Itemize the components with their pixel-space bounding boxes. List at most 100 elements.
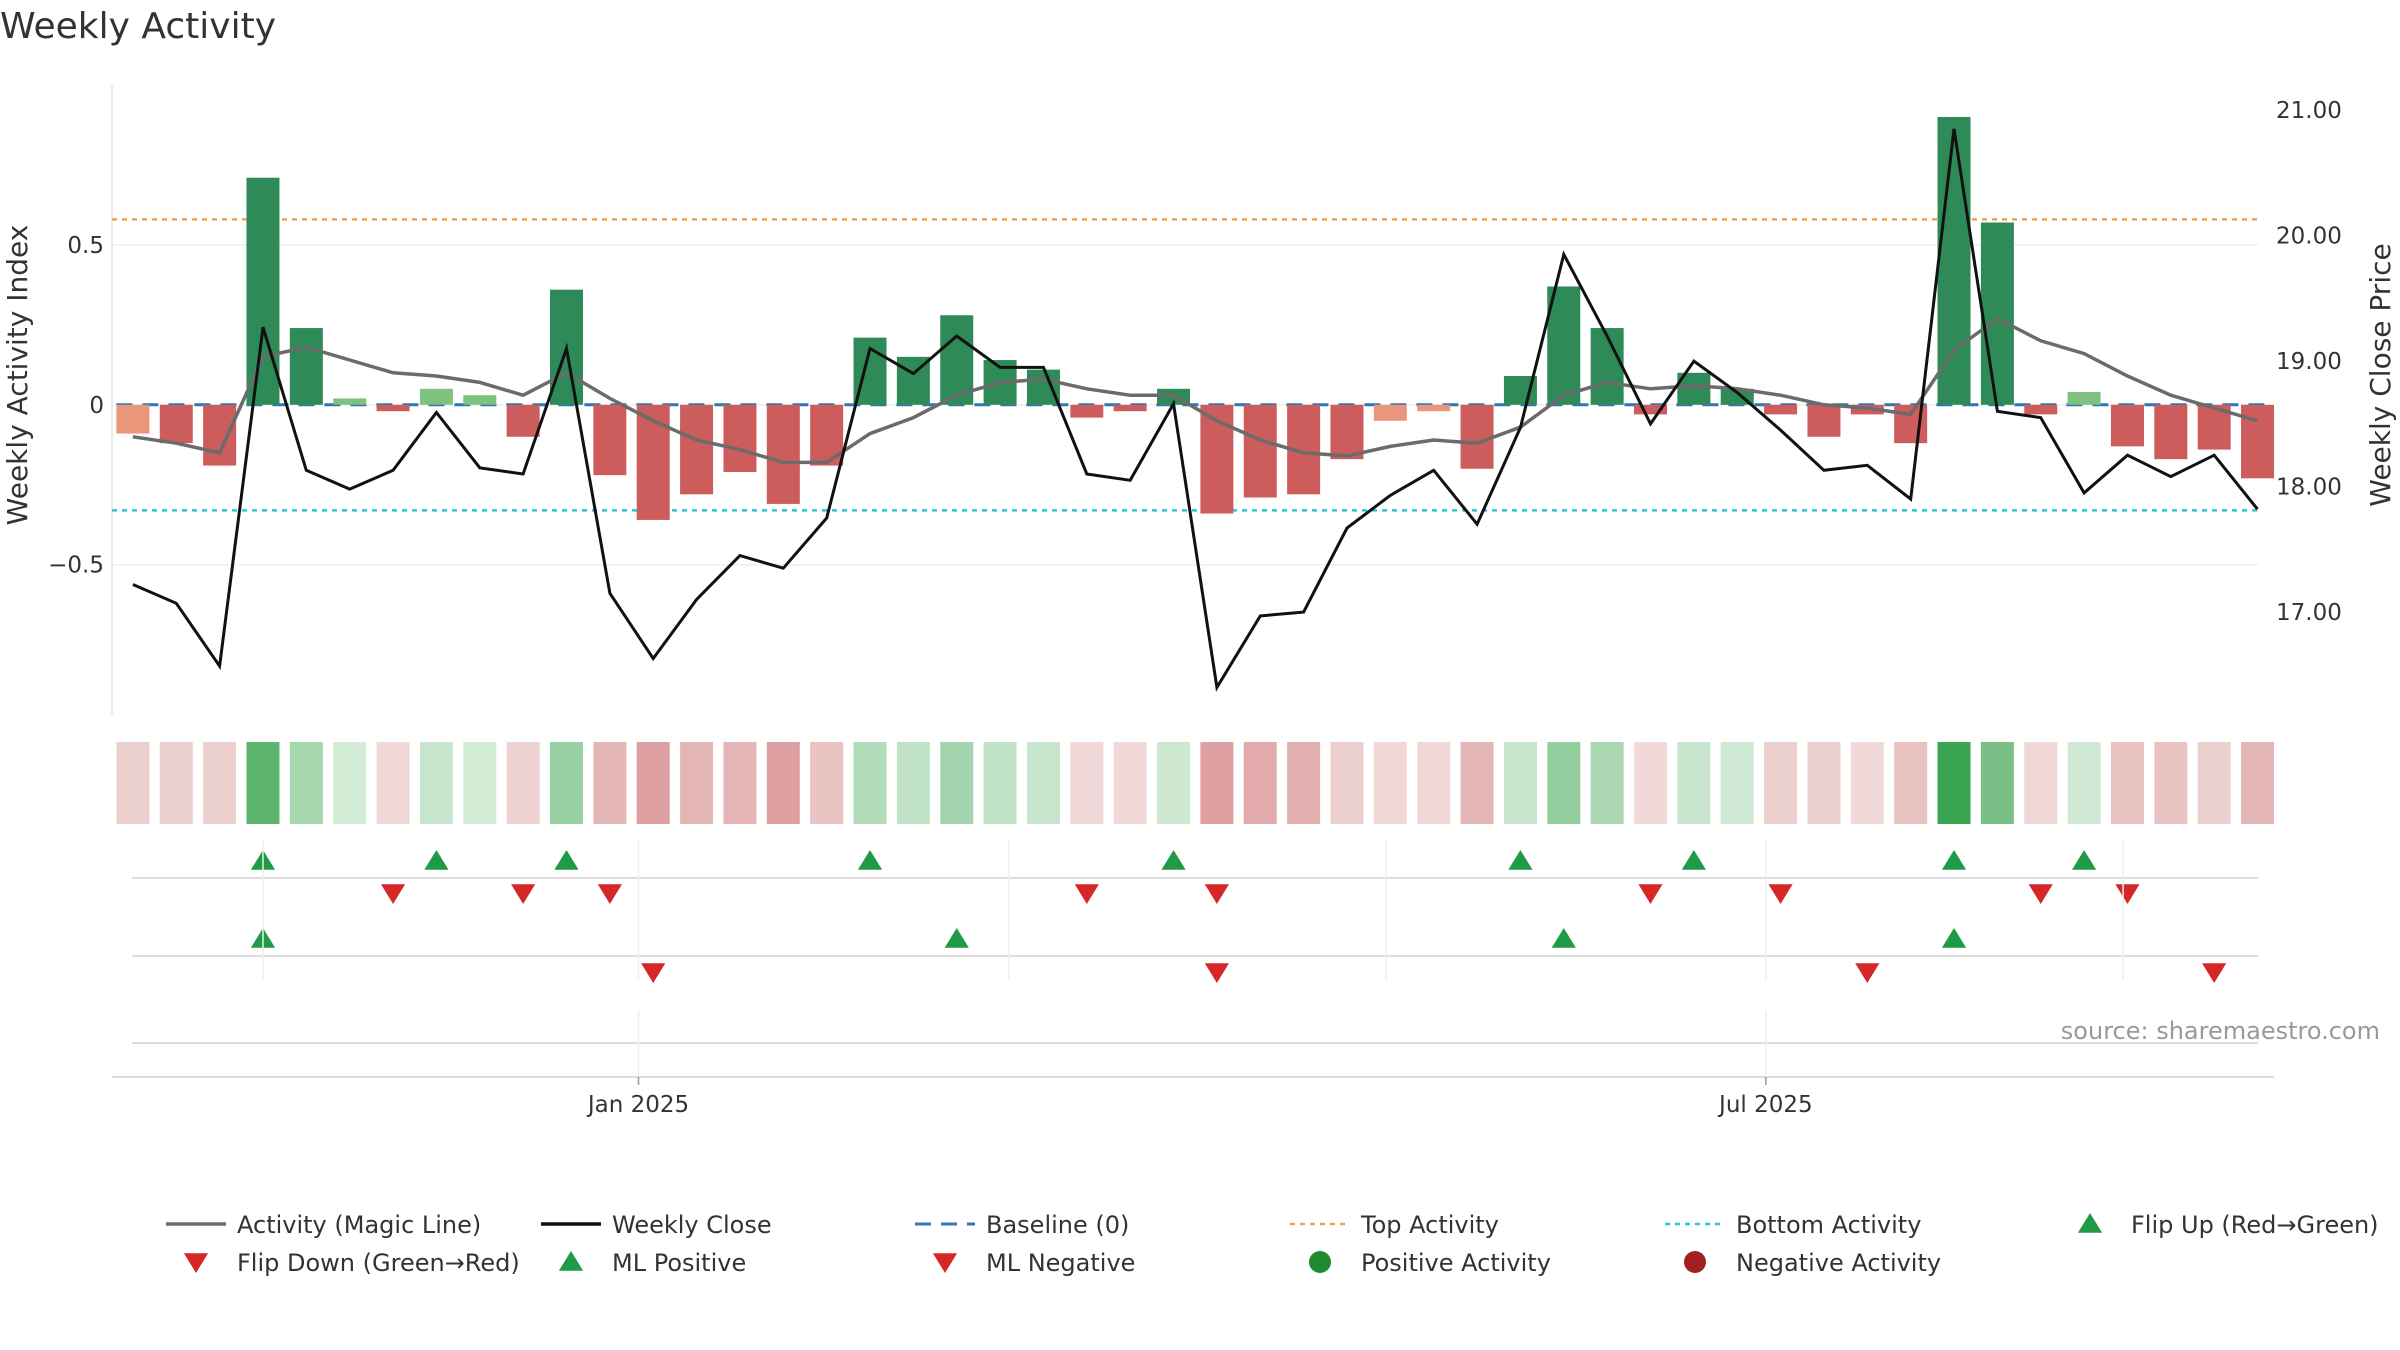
flip-up-marker bbox=[424, 850, 449, 870]
legend-item: Flip Up (Red→Green) bbox=[2077, 1211, 2379, 1239]
ml-negative-marker bbox=[641, 963, 666, 983]
heat-cell bbox=[506, 742, 540, 824]
y-axis-label: Weekly Activity Index bbox=[1, 225, 34, 526]
legend-item: Top Activity bbox=[1290, 1211, 1499, 1239]
heat-cell bbox=[896, 742, 930, 824]
activity-bar bbox=[1200, 404, 1234, 514]
flip-down-marker bbox=[1074, 884, 1099, 904]
heat-cell bbox=[810, 742, 844, 824]
weekly-close-layer bbox=[132, 128, 2259, 692]
activity-bar bbox=[419, 388, 453, 405]
heat-cell bbox=[246, 742, 280, 824]
flip-up-marker bbox=[554, 850, 579, 870]
activity-bar bbox=[1937, 116, 1971, 405]
legend-item: Bottom Activity bbox=[1665, 1211, 1921, 1239]
heat-cell bbox=[2067, 742, 2101, 824]
heat-cell bbox=[289, 742, 323, 824]
legend-item: Weekly Close bbox=[541, 1211, 772, 1239]
flip-up-marker bbox=[857, 850, 883, 870]
legend-label: Positive Activity bbox=[1361, 1249, 1551, 1277]
activity-bar bbox=[680, 404, 714, 495]
heat-cell bbox=[159, 742, 193, 824]
y2-axis-ticks: 21.00 20.00 19.00 18.00 17.00 bbox=[2276, 98, 2342, 626]
legend-item: Baseline (0) bbox=[915, 1211, 1129, 1239]
heat-cell bbox=[1590, 742, 1624, 824]
heat-cell bbox=[1937, 742, 1971, 824]
activity-bar bbox=[1980, 222, 2014, 405]
activity-bar bbox=[1070, 404, 1104, 418]
activity-bar bbox=[2110, 404, 2144, 447]
x-axis: Jan 2025 Jul 2025 bbox=[112, 840, 2274, 1118]
activity-bar bbox=[1764, 404, 1798, 415]
legend-label: Bottom Activity bbox=[1736, 1211, 1921, 1239]
legend-swatch bbox=[1684, 1251, 1706, 1273]
heat-cell bbox=[1373, 742, 1407, 824]
heat-cell bbox=[1157, 742, 1191, 824]
legend: Activity (Magic Line) Weekly Close Baselin… bbox=[166, 1211, 2379, 1277]
legend-label: ML Negative bbox=[986, 1249, 1135, 1277]
activity-bar bbox=[376, 404, 410, 412]
heat-cell bbox=[2241, 742, 2275, 824]
heat-cell bbox=[1200, 742, 1234, 824]
legend-swatch bbox=[558, 1251, 584, 1271]
magic-line-layer bbox=[132, 316, 2258, 465]
activity-bars bbox=[116, 116, 2275, 520]
x-tick-label: Jan 2025 bbox=[586, 1092, 689, 1118]
flip-down-marker bbox=[2115, 884, 2140, 904]
heat-cell bbox=[116, 742, 150, 824]
heat-cell bbox=[1417, 742, 1451, 824]
activity-bar bbox=[1417, 404, 1451, 412]
heat-cell bbox=[1113, 742, 1147, 824]
legend-label: Flip Up (Red→Green) bbox=[2131, 1211, 2379, 1239]
legend-item: ML Positive bbox=[558, 1249, 746, 1277]
heat-cell bbox=[680, 742, 714, 824]
heat-cell bbox=[203, 742, 237, 824]
weekly-close-line bbox=[132, 128, 2259, 692]
activity-bar bbox=[1547, 286, 1581, 405]
heat-cell bbox=[853, 742, 887, 824]
activity-bar bbox=[506, 404, 540, 437]
activity-bar bbox=[1807, 404, 1841, 437]
legend-swatch bbox=[183, 1253, 209, 1273]
heat-cell bbox=[766, 742, 800, 824]
activity-bar bbox=[116, 404, 150, 434]
legend-label: Baseline (0) bbox=[986, 1211, 1129, 1239]
ml-positive-marker bbox=[944, 928, 969, 948]
heat-cell bbox=[1243, 742, 1277, 824]
activity-bar bbox=[1373, 404, 1407, 421]
activity-bar bbox=[1590, 328, 1624, 405]
flip-down-marker bbox=[380, 884, 406, 904]
ml-positive-marker bbox=[1941, 928, 1967, 948]
y-tick-label: 0.5 bbox=[67, 233, 104, 259]
activity-bar bbox=[246, 177, 280, 405]
activity-bar bbox=[2154, 404, 2188, 460]
legend-item: Negative Activity bbox=[1684, 1249, 1941, 1277]
flip-up-marker bbox=[1508, 850, 1533, 870]
heat-cell bbox=[1677, 742, 1711, 824]
flip-up-marker bbox=[1941, 850, 1967, 870]
heat-cell bbox=[550, 742, 583, 824]
ml-negative-marker bbox=[1855, 963, 1880, 983]
activity-bar bbox=[1330, 404, 1364, 460]
legend-swatch bbox=[932, 1253, 958, 1273]
heat-cell bbox=[593, 742, 627, 824]
flip-down-marker bbox=[511, 884, 536, 904]
y2-tick-label: 18.00 bbox=[2276, 475, 2342, 501]
heat-cell bbox=[723, 742, 757, 824]
heat-cell bbox=[1547, 742, 1581, 824]
activity-bar bbox=[1460, 404, 1494, 469]
activity-bar bbox=[1026, 369, 1060, 405]
heat-cell bbox=[1850, 742, 1884, 824]
legend-label: Top Activity bbox=[1360, 1211, 1499, 1239]
activity-heatmap-strip bbox=[116, 742, 2275, 824]
flip-up-marker bbox=[1161, 850, 1186, 870]
heat-cell bbox=[1807, 742, 1841, 824]
activity-bar bbox=[289, 328, 323, 405]
activity-bar bbox=[1113, 404, 1147, 412]
activity-bar bbox=[333, 398, 367, 405]
ml-positive-marker bbox=[1551, 928, 1576, 948]
y2-tick-label: 17.00 bbox=[2276, 600, 2342, 626]
flip-up-marker bbox=[1681, 850, 1706, 870]
legend-label: ML Positive bbox=[612, 1249, 746, 1277]
